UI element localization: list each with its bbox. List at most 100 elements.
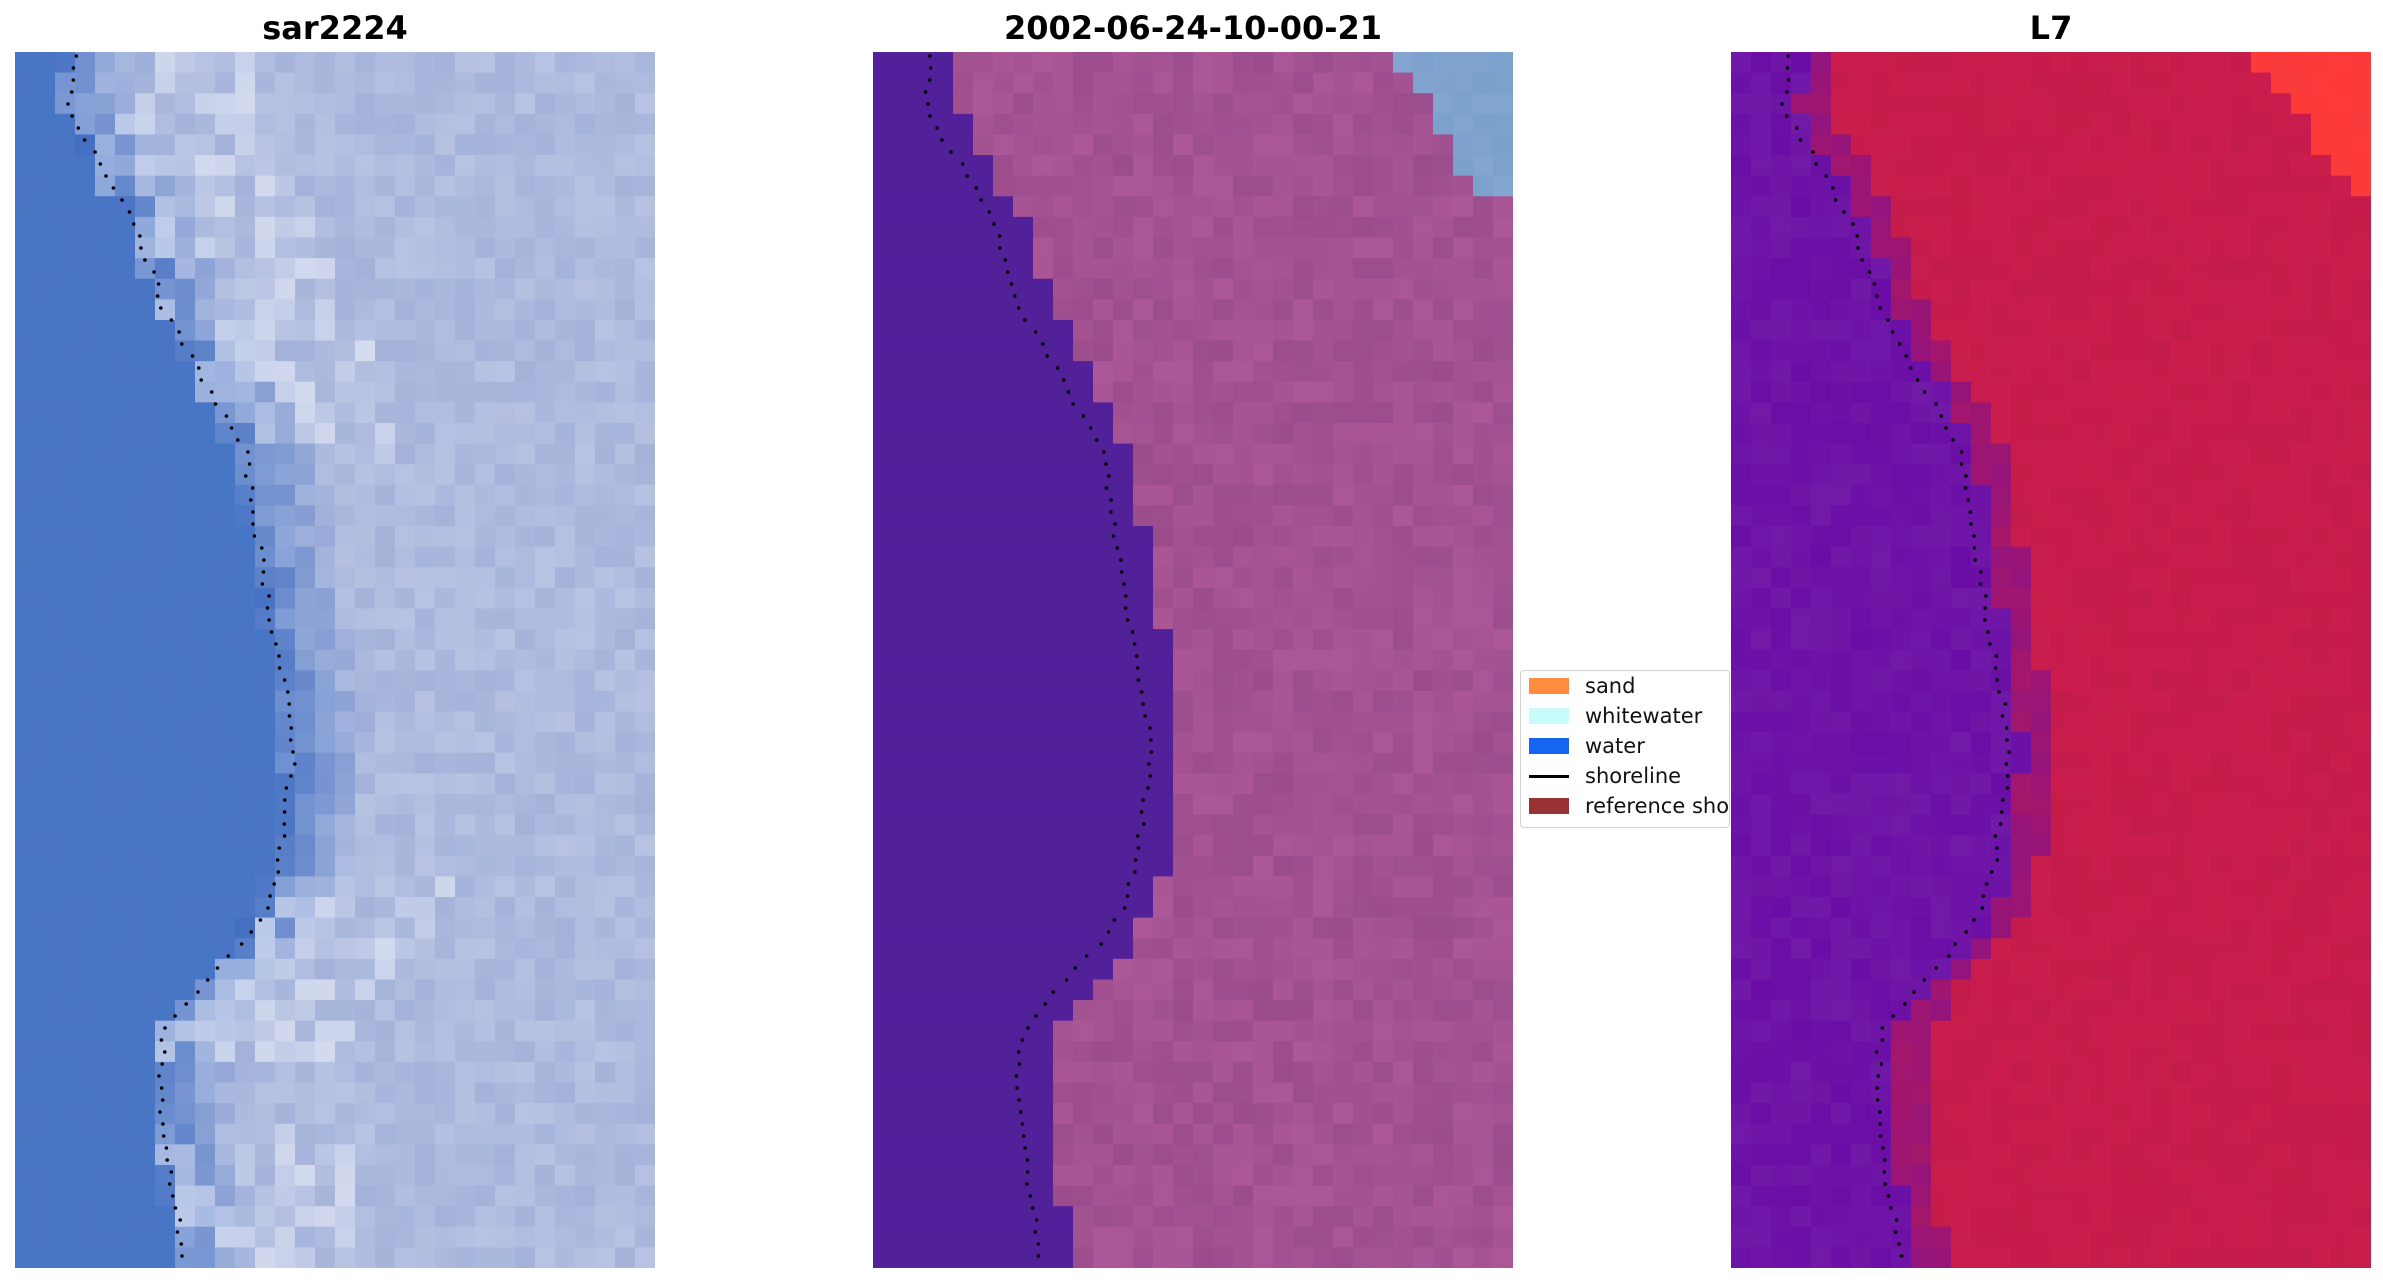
shoreline-dot <box>268 894 272 898</box>
shoreline-dot <box>1009 282 1014 286</box>
shoreline-dot <box>243 474 248 478</box>
legend-item-shoreline: shoreline <box>1529 761 1681 791</box>
shoreline-dot <box>2005 774 2010 778</box>
shoreline-dot <box>1998 822 2003 826</box>
shoreline-dot <box>1964 930 1968 934</box>
shoreline-dot <box>250 486 255 490</box>
shoreline-dot <box>262 558 266 562</box>
shoreline-dot <box>180 342 184 346</box>
shoreline-dot <box>1084 954 1089 958</box>
shoreline-dot <box>1972 918 1976 922</box>
shoreline-dot <box>1922 978 1927 982</box>
shoreline-dot <box>1876 1074 1881 1078</box>
shoreline-dot <box>1089 426 1093 430</box>
shoreline-dot <box>1944 426 1948 430</box>
shoreline-dot <box>131 222 136 226</box>
shoreline-dot <box>1878 306 1883 310</box>
shoreline-dot <box>266 906 270 910</box>
shoreline-dot <box>1939 414 1944 418</box>
shoreline-dot <box>173 1206 178 1210</box>
shoreline-dot <box>169 318 174 322</box>
shoreline-dot <box>1934 402 1938 406</box>
shoreline-dot <box>288 738 293 742</box>
shoreline-dot <box>992 222 996 226</box>
shoreline-dot <box>1964 474 1968 478</box>
shoreline-dot <box>229 426 234 430</box>
shoreline-dot <box>1033 330 1038 334</box>
legend: sand whitewater water shoreline referenc… <box>1520 670 1730 828</box>
shoreline-dot <box>1125 894 1130 898</box>
shoreline-dot <box>974 186 978 190</box>
shoreline-dot <box>1119 558 1123 562</box>
shoreline-dot <box>1972 546 1977 550</box>
shoreline-dot <box>1149 738 1153 742</box>
shoreline-dot <box>1995 678 1999 682</box>
shoreline-dot <box>1880 1026 1885 1030</box>
shoreline-dot <box>1115 546 1119 550</box>
shoreline-dot <box>179 1242 184 1246</box>
shoreline-dot <box>1146 786 1150 790</box>
shoreline-dot <box>1881 1146 1885 1150</box>
shoreline-dot <box>1099 942 1103 946</box>
shoreline-dot <box>272 882 277 886</box>
legend-item-reference-shoreline: reference shoreline <box>1529 791 1729 821</box>
shoreline-dot <box>289 726 294 730</box>
shoreline-dot <box>249 930 254 934</box>
shoreline-dot <box>127 210 132 214</box>
shoreline-dot <box>1016 1050 1021 1054</box>
shoreline-dot <box>1023 1146 1027 1150</box>
shoreline-dot <box>287 702 292 706</box>
shoreline-dot <box>251 522 255 526</box>
shoreline-dot <box>1959 450 1964 454</box>
shoreline-dot <box>159 1086 164 1090</box>
shoreline-dot <box>1136 846 1141 850</box>
shoreline-dot <box>267 618 271 622</box>
shoreline-dot <box>282 678 287 682</box>
shoreline-dot <box>1894 1218 1899 1222</box>
title-l7: L7 <box>2029 9 2073 47</box>
shoreline-dot <box>1786 54 1791 58</box>
shoreline-dot <box>1073 966 1077 970</box>
shoreline-dot <box>2005 786 2010 790</box>
shoreline-dot <box>157 1074 161 1078</box>
shoreline-dot <box>1013 294 1017 298</box>
shoreline-dot <box>979 198 983 202</box>
shoreline-dot <box>1025 1182 1029 1186</box>
shoreline-dot <box>276 870 281 874</box>
shoreline-dot <box>163 1026 167 1030</box>
shoreline-dot <box>1135 666 1140 670</box>
shoreline-dot <box>1021 1134 1026 1138</box>
shoreline-dot <box>226 954 231 958</box>
shoreline-dot <box>1867 270 1872 274</box>
shoreline-dot <box>1122 582 1126 586</box>
shoreline-dot <box>246 450 250 454</box>
shoreline-dot <box>1979 570 1983 574</box>
shoreline-dot <box>190 354 195 358</box>
shoreline-dot <box>161 1134 166 1138</box>
shoreline-dot <box>1028 1194 1033 1198</box>
shoreline-dot <box>1878 1134 1883 1138</box>
shoreline-dot <box>1798 138 1803 142</box>
shoreline-dot <box>1915 378 1920 382</box>
shoreline-dot <box>1972 534 1976 538</box>
shoreline-dot <box>71 66 76 70</box>
shoreline-dot <box>1891 1014 1895 1018</box>
shoreline-dot <box>1893 1230 1898 1234</box>
shoreline-dot <box>1824 174 1828 178</box>
shoreline-dot <box>293 762 297 766</box>
shoreline-dot <box>1148 774 1152 778</box>
shoreline-dot <box>180 1254 184 1258</box>
shoreline-dot <box>282 822 287 826</box>
shoreline-dot <box>152 270 156 274</box>
shoreline-dot <box>236 438 240 442</box>
shoreline-dot <box>1143 714 1147 718</box>
shoreline-dot <box>224 414 229 418</box>
shoreline-dot <box>159 1038 164 1042</box>
shoreline-dot <box>76 126 81 130</box>
shoreline-dot <box>199 378 203 382</box>
shoreline-dot <box>1043 1002 1047 1006</box>
shoreline-dot <box>1036 1254 1041 1258</box>
shoreline-dot <box>1897 1242 1901 1246</box>
shoreline-dot <box>1879 1062 1884 1066</box>
shoreline-dot <box>1993 834 1998 838</box>
